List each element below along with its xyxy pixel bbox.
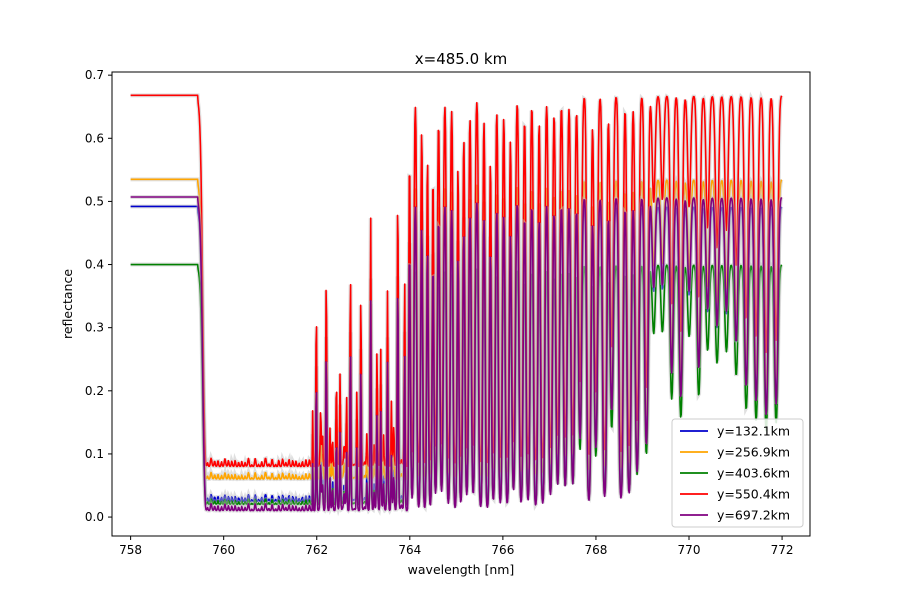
legend: y=132.1km y=256.9km y=403.6km y=550.4km y=69… [671, 418, 804, 528]
x-axis-ticks: 758 760 762 764 766 768 770 772 [119, 536, 794, 557]
y-tick-label: 0.7 [85, 68, 104, 82]
y-tick-label: 0.4 [85, 258, 104, 272]
x-tick-label: 770 [678, 543, 701, 557]
x-axis-label: wavelength [nm] [408, 562, 515, 577]
x-tick-label: 772 [771, 543, 794, 557]
y-tick-label: 0.1 [85, 447, 104, 461]
y-tick-label: 0.6 [85, 131, 104, 145]
legend-box [671, 418, 804, 528]
x-tick-label: 764 [398, 543, 421, 557]
x-tick-label: 766 [491, 543, 514, 557]
legend-label: y=256.9km [717, 445, 790, 460]
y-axis-label: reflectance [60, 269, 75, 339]
legend-label: y=403.6km [717, 466, 790, 481]
y-tick-label: 0.2 [85, 384, 104, 398]
x-tick-label: 768 [584, 543, 607, 557]
legend-label: y=550.4km [717, 487, 790, 502]
y-tick-label: 0.5 [85, 194, 104, 208]
chart-title: x=485.0 km [415, 50, 507, 68]
x-tick-label: 760 [212, 543, 235, 557]
x-tick-label: 758 [119, 543, 142, 557]
plot-frame [111, 71, 811, 537]
y-tick-label: 0.0 [85, 510, 104, 524]
series-line [130, 196, 783, 512]
plot-lines [130, 90, 784, 517]
legend-label: y=697.2km [717, 508, 790, 523]
y-tick-label: 0.3 [85, 321, 104, 335]
y-axis-ticks: 0.0 0.1 0.2 0.3 0.4 0.5 0.6 0.7 [85, 68, 112, 524]
x-tick-label: 762 [305, 543, 328, 557]
legend-label: y=132.1km [717, 424, 790, 439]
